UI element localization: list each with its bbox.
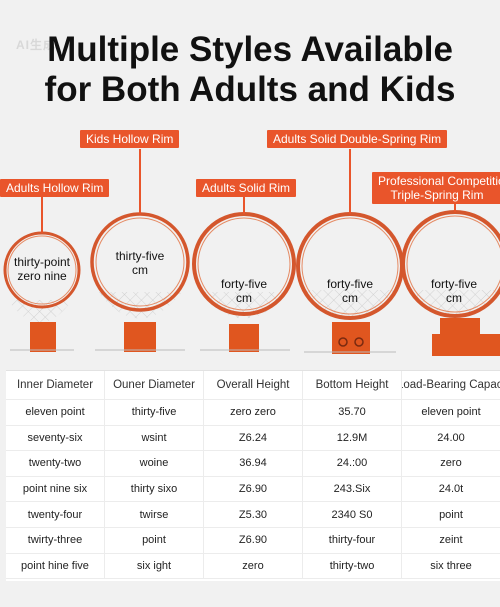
table-cell: zero [204, 553, 303, 579]
rim-bracket [332, 322, 370, 354]
table-cell: Z6.90 [204, 527, 303, 553]
table-cell: zeint [439, 534, 463, 547]
leader-line [349, 149, 351, 214]
table-cell: 24.0t [438, 483, 464, 496]
rim-size-line-1: forty-five [326, 277, 373, 291]
spec-table: Inner Diameter Ouner Diameter Overall He… [6, 370, 500, 581]
table-cell: six three [430, 559, 472, 572]
table-row: seventy-six wsint Z6.24 12.9M 24.00 [6, 425, 500, 452]
table-cell: Z5.30 [204, 502, 303, 527]
table-cell: point nine six [6, 476, 105, 502]
table-header-row: Inner Diameter Ouner Diameter Overall He… [6, 371, 500, 400]
table-cell: thirty-four [303, 527, 402, 553]
table-row: twirty-three point Z6.90 thirty-four zei… [6, 527, 500, 554]
column-header-inner-diameter: Inner Diameter [6, 371, 105, 399]
table-row: eleven point thirty-five zero zero 35.70… [6, 400, 500, 426]
table-row: twenty-two woine 36.94 24.:00 zero [6, 451, 500, 477]
table-cell: twenty-four [6, 502, 105, 527]
table-cell: 2340 S0 [303, 502, 402, 527]
callout-professional-line-1: Professional Competition [378, 174, 500, 188]
table-cell: Z6.90 [204, 476, 303, 502]
table-cell: point [105, 527, 204, 553]
rim-size-line-1: thirty-point [13, 255, 71, 269]
table-cell: wsint [105, 425, 204, 451]
leader-line [454, 202, 456, 212]
table-cell: Z6.24 [204, 425, 303, 451]
table-row: point hine five six ight zero thirty-two… [6, 553, 500, 580]
rim-adults-hollow [3, 231, 81, 352]
rim-size-label: forty-five cm [414, 277, 494, 305]
rim-bracket [432, 334, 500, 356]
leader-line [139, 149, 141, 214]
rims-illustration [3, 210, 500, 356]
table-cell: six ight [105, 553, 204, 579]
callout-adults-solid-double: Adults Solid Double-Spring Rim [267, 130, 448, 148]
leader-line [41, 197, 43, 233]
table-cell: twenty-two [6, 451, 105, 476]
table-cell: twirty-three [6, 527, 105, 553]
leader-line [243, 197, 245, 214]
table-cell: seventy-six [6, 425, 105, 451]
table-cell: 24.00 [437, 431, 465, 444]
rim-bracket [229, 324, 259, 352]
table-cell: 24.:00 [303, 451, 402, 476]
table-cell: 12.9M [303, 425, 402, 451]
rim-adults-solid [192, 212, 296, 352]
rim-size-line-1: thirty-five [115, 249, 165, 263]
callout-adults-hollow: Adults Hollow Rim [0, 179, 110, 197]
table-cell: eleven point [421, 406, 481, 419]
table-row: twenty-four twirse Z5.30 2340 S0 point [6, 502, 500, 528]
table-cell: point [439, 508, 463, 521]
table-cell: point hine five [6, 553, 105, 579]
rim-professional-triple-spring [401, 210, 500, 356]
rim-size-line-2: cm [342, 291, 358, 305]
table-cell: 35.70 [303, 400, 402, 425]
rim-size-label: forty-five cm [204, 277, 284, 305]
rim-kids-hollow [90, 212, 190, 352]
rim-size-label: thirty-point zero nine [6, 255, 78, 283]
rim-bracket [124, 322, 156, 352]
column-header-overall-height: Overall Height [204, 371, 303, 399]
rim-size-line-1: forty-five [220, 277, 267, 291]
table-row: point nine six thirty sixo Z6.90 243.Six… [6, 476, 500, 503]
table-cell: zero [440, 457, 462, 470]
headline-line-2: for Both Adults and Kids [44, 70, 456, 109]
table-cell: zero zero [204, 400, 303, 425]
table-cell: thirty-two [303, 553, 402, 579]
rim-size-line-2: zero nine [17, 269, 67, 283]
rim-size-label: thirty-five cm [100, 249, 180, 277]
callout-kids-hollow: Kids Hollow Rim [80, 130, 180, 148]
rim-size-line-1: forty-five [430, 277, 477, 291]
column-header-load-bearing: Load-Bearing Capaci [402, 379, 500, 391]
rim-size-line-2: cm [236, 291, 252, 305]
table-cell: eleven point [6, 400, 105, 425]
column-header-bottom-height: Bottom Height [303, 371, 402, 399]
table-cell: 36.94 [204, 451, 303, 476]
headline: Multiple Styles Available for Both Adult… [0, 30, 500, 110]
table-cell: thirty-five [105, 400, 204, 425]
rim-bracket [30, 322, 56, 352]
table-cell: woine [105, 451, 204, 476]
table-cell: thirty sixo [105, 476, 204, 502]
column-header-outer-diameter: Ouner Diameter [105, 371, 204, 399]
rim-size-line-2: cm [446, 291, 462, 305]
rim-size-label: forty-five cm [310, 277, 390, 305]
callout-professional: Professional Competition Triple-Spring R… [372, 172, 500, 204]
watermark: AI生成 [16, 38, 57, 52]
callout-professional-line-2: Triple-Spring Rim [390, 188, 484, 202]
headline-line-1: Multiple Styles Available [47, 30, 453, 69]
table-cell: twirse [105, 502, 204, 527]
rim-bracket-spring [440, 318, 480, 336]
rim-size-line-2: cm [132, 263, 148, 277]
callout-adults-solid: Adults Solid Rim [196, 179, 297, 197]
table-cell: 243.Six [303, 476, 402, 502]
